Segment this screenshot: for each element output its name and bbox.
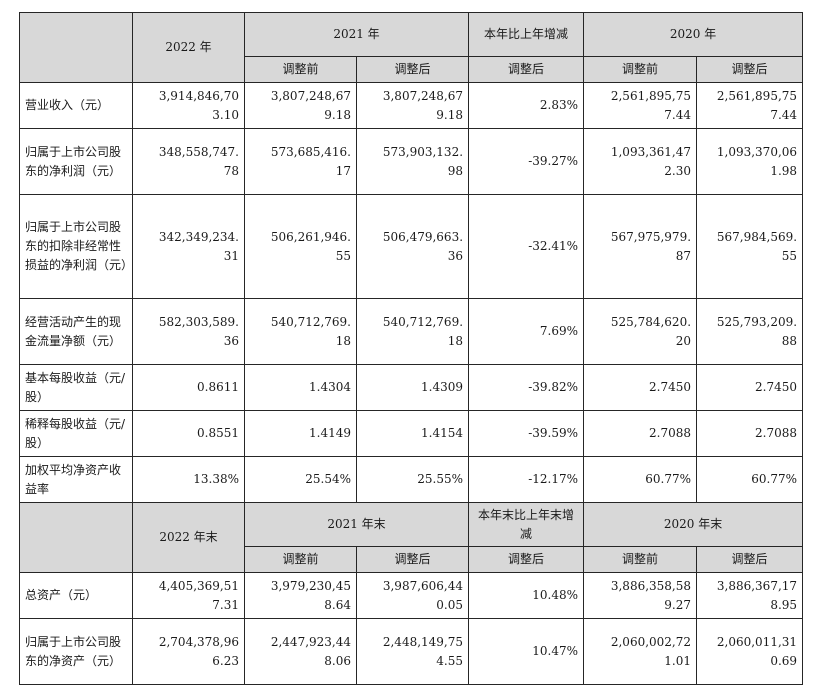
value-2022: 348,558,747. 78 bbox=[132, 128, 245, 195]
value-2021-before: 3,807,248,67 9.18 bbox=[244, 82, 357, 129]
value-2022: 2,704,378,96 6.23 bbox=[132, 618, 245, 685]
row-label: 基本每股收益（元/股） bbox=[19, 364, 133, 411]
header-2021-after: 调整后 bbox=[355, 56, 470, 83]
value-2021-after: 3,807,248,67 9.18 bbox=[355, 82, 470, 129]
header-2021-after: 调整后 bbox=[355, 546, 470, 573]
value-change: 7.69% bbox=[468, 298, 585, 365]
header-2021-end: 2021 年末 bbox=[243, 502, 470, 547]
header-change-after: 调整后 bbox=[468, 56, 585, 83]
value-2022: 13.38% bbox=[132, 456, 245, 503]
value-2020-after: 3,886,367,17 8.95 bbox=[696, 572, 804, 619]
value-2021-before: 573,685,416. 17 bbox=[244, 128, 357, 195]
table-row: 加权平均净资产收益率 13.38% 25.54% 25.55% -12.17% … bbox=[19, 456, 804, 503]
table-row: 归属于上市公司股东的扣除非经常性损益的净利润（元） 342,349,234. 31… bbox=[19, 194, 804, 299]
row-label: 总资产（元） bbox=[19, 572, 133, 619]
row-label: 归属于上市公司股东的净利润（元） bbox=[19, 128, 133, 195]
value-change: -32.41% bbox=[468, 194, 585, 299]
value-2021-before: 25.54% bbox=[244, 456, 357, 503]
value-2021-after: 540,712,769. 18 bbox=[355, 298, 470, 365]
header-blank-cell bbox=[19, 502, 133, 573]
value-2020-after: 567,984,569. 55 bbox=[696, 194, 804, 299]
value-2022: 3,914,846,70 3.10 bbox=[132, 82, 245, 129]
value-2020-after: 2.7450 bbox=[696, 364, 804, 411]
row-label: 营业收入（元） bbox=[19, 82, 133, 129]
row-label: 稀释每股收益（元/股） bbox=[19, 410, 133, 457]
value-2022: 0.8551 bbox=[132, 410, 245, 457]
header-2020-before: 调整前 bbox=[583, 546, 698, 573]
value-2020-after: 2,561,895,75 7.44 bbox=[696, 82, 804, 129]
value-2020-before: 3,886,358,58 9.27 bbox=[583, 572, 698, 619]
header-row-4: 调整前 调整后 调整后 调整前 调整后 bbox=[20, 546, 804, 573]
value-2021-before: 3,979,230,45 8.64 bbox=[244, 572, 357, 619]
table-row: 基本每股收益（元/股） 0.8611 1.4304 1.4309 -39.82%… bbox=[19, 364, 804, 411]
row-label: 归属于上市公司股东的扣除非经常性损益的净利润（元） bbox=[19, 194, 133, 299]
value-2021-before: 506,261,946. 55 bbox=[244, 194, 357, 299]
header-row-1: 2022 年 2021 年 本年比上年增减 2020 年 bbox=[19, 12, 804, 83]
header-2020: 2020 年 bbox=[583, 12, 804, 57]
value-2021-before: 540,712,769. 18 bbox=[244, 298, 357, 365]
value-2020-after: 525,793,209. 88 bbox=[696, 298, 804, 365]
table-row: 经营活动产生的现金流量净额（元） 582,303,589. 36 540,712,… bbox=[19, 298, 804, 365]
header-2021: 2021 年 bbox=[243, 12, 470, 57]
header-change-end: 本年末比上年末增减 bbox=[468, 502, 585, 547]
value-2020-before: 1,093,361,47 2.30 bbox=[583, 128, 698, 195]
header-row-3: 2022 年末 2021 年末 本年末比上年末增减 2020 年末 bbox=[19, 502, 804, 573]
value-2020-before: 2.7088 bbox=[583, 410, 698, 457]
value-2021-after: 1.4154 bbox=[355, 410, 470, 457]
header-2021-before: 调整前 bbox=[244, 56, 357, 83]
value-2021-before: 1.4304 bbox=[244, 364, 357, 411]
value-2021-before: 1.4149 bbox=[244, 410, 357, 457]
value-2020-before: 567,975,979. 87 bbox=[583, 194, 698, 299]
value-2021-before: 2,447,923,44 8.06 bbox=[244, 618, 357, 685]
table-row: 归属于上市公司股东的净利润（元） 348,558,747. 78 573,685,… bbox=[19, 128, 804, 195]
value-2020-after: 1,093,370,06 1.98 bbox=[696, 128, 804, 195]
table-row: 营业收入（元） 3,914,846,70 3.10 3,807,248,67 9.1… bbox=[19, 82, 804, 129]
header-2020-before: 调整前 bbox=[583, 56, 698, 83]
header-2020-after: 调整后 bbox=[696, 56, 804, 83]
value-change: -39.82% bbox=[468, 364, 585, 411]
value-2020-before: 60.77% bbox=[583, 456, 698, 503]
value-2021-after: 2,448,149,75 4.55 bbox=[355, 618, 470, 685]
header-change-after: 调整后 bbox=[468, 546, 585, 573]
value-2021-after: 573,903,132. 98 bbox=[355, 128, 470, 195]
value-2020-before: 2,561,895,75 7.44 bbox=[583, 82, 698, 129]
header-2022-end: 2022 年末 bbox=[132, 502, 245, 573]
value-2021-after: 506,479,663. 36 bbox=[355, 194, 470, 299]
header-2020-after: 调整后 bbox=[696, 546, 804, 573]
value-change: -39.27% bbox=[468, 128, 585, 195]
value-2020-after: 2.7088 bbox=[696, 410, 804, 457]
row-label: 加权平均净资产收益率 bbox=[19, 456, 133, 503]
header-change: 本年比上年增减 bbox=[468, 12, 585, 57]
header-2022: 2022 年 bbox=[132, 12, 245, 83]
value-2022: 582,303,589. 36 bbox=[132, 298, 245, 365]
row-label: 经营活动产生的现金流量净额（元） bbox=[19, 298, 133, 365]
value-2020-after: 2,060,011,31 0.69 bbox=[696, 618, 804, 685]
value-2022: 0.8611 bbox=[132, 364, 245, 411]
header-2020-end: 2020 年末 bbox=[583, 502, 804, 547]
value-2021-after: 1.4309 bbox=[355, 364, 470, 411]
value-change: 10.48% bbox=[468, 572, 585, 619]
value-2022: 4,405,369,51 7.31 bbox=[132, 572, 245, 619]
value-2020-after: 60.77% bbox=[696, 456, 804, 503]
value-change: -12.17% bbox=[468, 456, 585, 503]
value-2020-before: 525,784,620. 20 bbox=[583, 298, 698, 365]
value-change: 10.47% bbox=[468, 618, 585, 685]
value-change: -39.59% bbox=[468, 410, 585, 457]
value-2021-after: 3,987,606,44 0.05 bbox=[355, 572, 470, 619]
row-label: 归属于上市公司股东的净资产（元） bbox=[19, 618, 133, 685]
financial-summary-table: 2022 年 2021 年 本年比上年增减 2020 年 调整前 调整后 调整后… bbox=[19, 12, 804, 685]
header-blank-cell bbox=[19, 12, 133, 83]
header-2021-before: 调整前 bbox=[244, 546, 357, 573]
table-row: 稀释每股收益（元/股） 0.8551 1.4149 1.4154 -39.59%… bbox=[19, 410, 804, 457]
table-row: 总资产（元） 4,405,369,51 7.31 3,979,230,45 8.64… bbox=[19, 572, 804, 619]
table-row: 归属于上市公司股东的净资产（元） 2,704,378,96 6.23 2,447,… bbox=[19, 618, 804, 685]
value-2022: 342,349,234. 31 bbox=[132, 194, 245, 299]
value-2020-before: 2,060,002,72 1.01 bbox=[583, 618, 698, 685]
value-change: 2.83% bbox=[468, 82, 585, 129]
value-2020-before: 2.7450 bbox=[583, 364, 698, 411]
header-row-2: 调整前 调整后 调整后 调整前 调整后 bbox=[20, 56, 804, 83]
value-2021-after: 25.55% bbox=[355, 456, 470, 503]
